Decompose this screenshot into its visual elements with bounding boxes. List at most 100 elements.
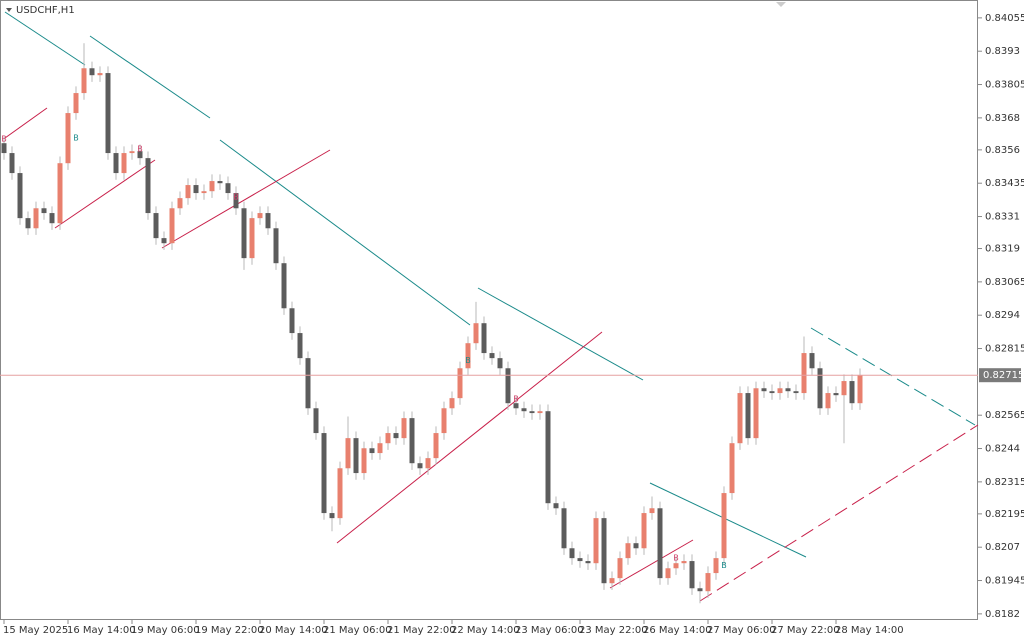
- candle-body: [857, 375, 863, 404]
- candle-body: [721, 493, 727, 559]
- x-tick-label: 21 May 06:00: [323, 625, 392, 636]
- candle-body: [745, 393, 751, 439]
- candle-body: [545, 411, 551, 504]
- candle-body: [233, 193, 239, 209]
- candle-body: [681, 561, 687, 564]
- candle-body: [585, 561, 591, 564]
- x-tick-label: 26 May 14:00: [643, 625, 712, 636]
- trend-line: [161, 149, 331, 249]
- candle-body: [337, 468, 343, 519]
- current-price-box: [979, 368, 1021, 383]
- chart-title: USDCHF,H1: [16, 5, 75, 16]
- candle-body: [265, 213, 271, 229]
- candle-body: [289, 308, 295, 334]
- candle-body: [353, 438, 359, 474]
- candle-body: [417, 463, 423, 469]
- signal-label: B: [73, 134, 79, 143]
- candle-body: [113, 153, 119, 174]
- candle-body: [385, 433, 391, 444]
- x-tick-label: 19 May 06:00: [131, 625, 200, 636]
- y-tick-label: 0.82815: [985, 344, 1024, 355]
- candle-body: [105, 73, 111, 154]
- candle-body: [497, 358, 503, 369]
- trend-line: [336, 331, 603, 544]
- candle-body: [321, 433, 327, 514]
- candle-body: [561, 508, 567, 549]
- candle-body: [25, 218, 31, 229]
- candle-body: [193, 185, 199, 194]
- trend-line: [219, 139, 471, 326]
- symbol-menu-icon[interactable]: [6, 8, 12, 12]
- candle-body: [225, 183, 231, 194]
- trend-line: [699, 424, 979, 602]
- signal-label: B: [1, 135, 7, 144]
- x-tick-label: 23 May 22:00: [579, 625, 648, 636]
- candle-body: [801, 353, 807, 394]
- candle-body: [849, 381, 855, 404]
- candle-body: [57, 163, 63, 224]
- candle-body: [49, 213, 55, 224]
- x-tick-label: 27 May 22:00: [771, 625, 840, 636]
- x-tick-label: 27 May 06:00: [707, 625, 776, 636]
- candle-body: [697, 588, 703, 592]
- candle-body: [401, 418, 407, 439]
- candle-body: [273, 228, 279, 264]
- x-tick-label: 21 May 22:00: [387, 625, 456, 636]
- trend-line: [649, 482, 807, 558]
- candle-body: [153, 213, 159, 239]
- scroll-marker: [776, 2, 786, 7]
- candle-body: [737, 393, 743, 444]
- y-tick-label: 0.8319: [985, 244, 1020, 255]
- candle-body: [473, 323, 479, 344]
- candle-body: [665, 568, 671, 579]
- candle-body: [465, 343, 471, 369]
- candle-body: [713, 558, 719, 574]
- x-tick-label: 20 May 14:00: [259, 625, 328, 636]
- x-tick-label: 19 May 22:00: [195, 625, 264, 636]
- candle-body: [817, 368, 823, 409]
- y-tick-label: 0.8393: [985, 46, 1020, 57]
- candle-body: [425, 458, 431, 469]
- candle-body: [529, 411, 535, 414]
- candle-body: [257, 213, 263, 219]
- candle-body: [593, 518, 599, 564]
- candle-body: [729, 443, 735, 494]
- plot-frame: [0, 0, 978, 620]
- candle-body: [609, 578, 615, 584]
- candle-body: [393, 433, 399, 439]
- y-tick-label: 0.82565: [985, 410, 1024, 421]
- candle-body: [481, 323, 487, 354]
- candle-body: [441, 408, 447, 434]
- y-tick-label: 0.83435: [985, 178, 1024, 189]
- candle-body: [185, 185, 191, 199]
- candle-body: [345, 438, 351, 469]
- candle-body: [313, 408, 319, 434]
- candle-body: [809, 353, 815, 369]
- candle-body: [121, 153, 127, 174]
- y-tick-label: 0.8207: [985, 542, 1020, 553]
- signal-label: B: [721, 561, 727, 570]
- y-tick-label: 0.8331: [985, 212, 1020, 223]
- candle-body: [409, 418, 415, 464]
- candle-body: [769, 391, 775, 394]
- candle-body: [617, 558, 623, 579]
- y-tick-label: 0.8356: [985, 145, 1020, 156]
- y-tick-label: 0.82195: [985, 509, 1024, 520]
- y-tick-label: 0.83805: [985, 80, 1024, 91]
- candle-body: [537, 411, 543, 414]
- candle-body: [209, 181, 215, 192]
- candle-body: [505, 368, 511, 404]
- candle-body: [305, 358, 311, 409]
- candle-body: [825, 393, 831, 409]
- y-tick-label: 0.83065: [985, 277, 1024, 288]
- candle-body: [281, 263, 287, 309]
- signal-label: B: [513, 395, 519, 404]
- candle-body: [177, 198, 183, 209]
- current-price-label: 0.82715: [983, 370, 1024, 381]
- y-tick-label: 0.8368: [985, 113, 1020, 124]
- candle-body: [89, 68, 95, 76]
- candle-body: [137, 151, 143, 159]
- candle-body: [753, 388, 759, 439]
- candle-body: [633, 543, 639, 549]
- trend-line: [609, 539, 694, 589]
